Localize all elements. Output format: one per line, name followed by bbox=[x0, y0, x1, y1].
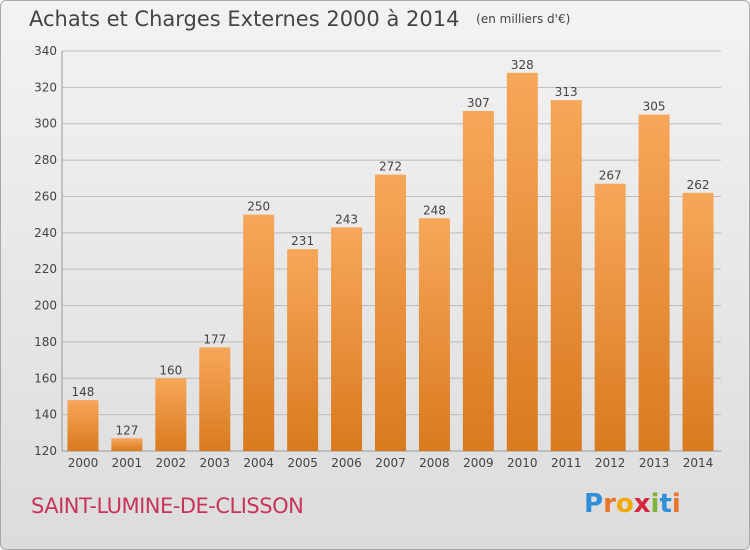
bar-value-label: 160 bbox=[159, 363, 182, 377]
y-tick-label: 180 bbox=[34, 335, 57, 349]
bar-value-label: 250 bbox=[247, 200, 270, 214]
x-tick-label: 2011 bbox=[551, 456, 582, 470]
data-labels: 148 127 160 177 250 231 243 272 248 307 328 313 267 3… bbox=[72, 58, 710, 437]
x-tick-label: 2010 bbox=[507, 456, 538, 470]
bar-value-label: 307 bbox=[467, 96, 490, 110]
x-tick-label: 2000 bbox=[68, 456, 99, 470]
x-tick-label: 2006 bbox=[331, 456, 362, 470]
proxiti-logo: Proxiti bbox=[584, 489, 681, 519]
bar bbox=[287, 249, 319, 451]
x-tick-label: 2003 bbox=[199, 456, 230, 470]
y-tick-label: 160 bbox=[34, 371, 57, 385]
y-tick-label: 120 bbox=[34, 444, 57, 458]
bar-value-label: 243 bbox=[335, 212, 358, 226]
logo-letter: o bbox=[615, 489, 634, 519]
bar-value-label: 328 bbox=[511, 58, 534, 72]
logo-letter: P bbox=[584, 489, 604, 519]
y-tick-label: 240 bbox=[34, 226, 57, 240]
logo-letter: i bbox=[650, 489, 660, 519]
chart-title: Achats et Charges Externes 2000 à 2014 (… bbox=[29, 7, 570, 31]
bar-value-label: 262 bbox=[687, 178, 710, 192]
bar-value-label: 148 bbox=[72, 385, 95, 399]
bar bbox=[199, 347, 231, 451]
bar bbox=[418, 218, 450, 451]
bar bbox=[111, 438, 143, 451]
bar-value-label: 248 bbox=[423, 203, 446, 217]
bar-value-label: 177 bbox=[203, 332, 226, 346]
x-tick-label: 2007 bbox=[375, 456, 406, 470]
bar bbox=[550, 100, 582, 451]
y-tick-label: 260 bbox=[34, 189, 57, 203]
bar bbox=[594, 183, 626, 451]
x-tick-label: 2012 bbox=[595, 456, 626, 470]
y-tick-label: 300 bbox=[34, 117, 57, 131]
commune-name: SAINT-LUMINE-DE-CLISSON bbox=[31, 494, 304, 518]
bar-value-label: 127 bbox=[115, 423, 138, 437]
x-tick-label: 2002 bbox=[156, 456, 187, 470]
chart-unit: (en milliers d'€) bbox=[476, 12, 571, 26]
bar bbox=[506, 72, 538, 452]
bar bbox=[638, 114, 670, 452]
x-tick-label: 2013 bbox=[639, 456, 670, 470]
bar bbox=[243, 214, 275, 451]
bar-value-label: 267 bbox=[599, 169, 622, 183]
x-tick-label: 2014 bbox=[683, 456, 714, 470]
bar-value-label: 231 bbox=[291, 234, 314, 248]
y-tick-label: 320 bbox=[34, 80, 57, 94]
bar bbox=[67, 400, 99, 451]
bar bbox=[375, 174, 406, 452]
x-tick-label: 2008 bbox=[419, 456, 450, 470]
chart-title-text: Achats et Charges Externes 2000 à 2014 bbox=[29, 7, 460, 31]
x-axis-labels: 2000 2001 2002 2003 2004 2005 2006 2007 2008 2009… bbox=[68, 456, 714, 470]
bar bbox=[155, 378, 187, 451]
bars bbox=[67, 72, 714, 452]
x-tick-label: 2009 bbox=[463, 456, 494, 470]
y-tick-label: 140 bbox=[34, 408, 57, 422]
logo-letter: t bbox=[659, 489, 672, 519]
bar-value-label: 305 bbox=[643, 100, 666, 114]
x-tick-label: 2005 bbox=[287, 456, 318, 470]
logo-letter: i bbox=[671, 489, 681, 519]
bar-value-label: 313 bbox=[555, 85, 578, 99]
x-tick-label: 2001 bbox=[112, 456, 143, 470]
logo-letter: x bbox=[633, 489, 651, 519]
bar bbox=[462, 111, 494, 451]
bar bbox=[682, 192, 714, 451]
logo-letter: r bbox=[603, 489, 616, 519]
y-tick-label: 280 bbox=[34, 153, 57, 167]
y-tick-label: 220 bbox=[34, 262, 57, 276]
y-tick-label: 200 bbox=[34, 299, 57, 313]
bar-value-label: 272 bbox=[379, 160, 402, 174]
x-tick-label: 2004 bbox=[243, 456, 274, 470]
y-tick-label: 340 bbox=[34, 44, 57, 58]
bar bbox=[331, 227, 363, 451]
